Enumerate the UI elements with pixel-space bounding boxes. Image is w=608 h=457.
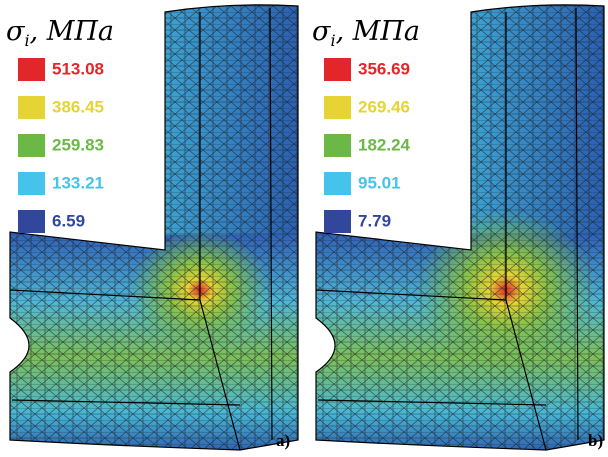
panel: σi, МПа 513.08 386.45 259.83 133.21 6.59 a) — [0, 0, 300, 457]
legend-value: 513.08 — [52, 59, 104, 78]
legend-title: σi, МПа — [312, 16, 420, 50]
legend-value: 386.45 — [52, 97, 104, 116]
legend-value: 182.24 — [358, 135, 411, 154]
legend-swatch — [324, 96, 351, 119]
legend-swatch — [324, 58, 351, 81]
legend-value: 269.46 — [358, 97, 410, 116]
legend-swatch — [18, 134, 45, 157]
legend-value: 7.79 — [358, 211, 391, 230]
legend-swatch — [324, 172, 351, 195]
unit: , МПа — [30, 16, 114, 47]
panel-label: a) — [276, 431, 290, 450]
legend-title: σi, МПа — [6, 16, 114, 50]
legend-value: 95.01 — [358, 173, 401, 192]
panel-label: b) — [588, 431, 603, 450]
panel: σi, МПа 356.69 269.46 182.24 95.01 7.79 b) — [306, 0, 606, 457]
legend-value: 259.83 — [52, 135, 104, 154]
legend-swatch — [18, 210, 45, 233]
legend-swatch — [324, 134, 351, 157]
legend-swatch — [18, 96, 45, 119]
legend-swatch — [324, 210, 351, 233]
symbol: σ — [312, 16, 332, 47]
legend-value: 133.21 — [52, 173, 104, 192]
legend-value: 356.69 — [358, 59, 410, 78]
legend-swatch — [18, 58, 45, 81]
legend-swatch — [18, 172, 45, 195]
symbol: σ — [6, 16, 26, 47]
figure: σi, МПа513.08386.45259.83133.216.59a)σi,… — [0, 0, 608, 457]
legend-value: 6.59 — [52, 211, 85, 230]
unit: , МПа — [336, 16, 420, 47]
